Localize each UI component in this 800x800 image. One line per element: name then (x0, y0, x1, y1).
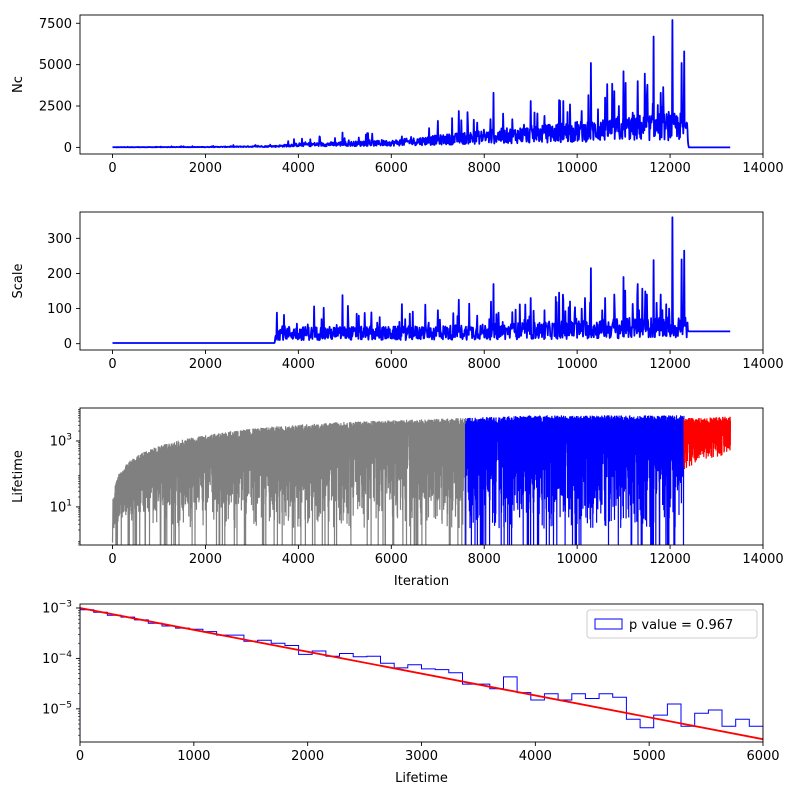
x-tick-label: 12000 (649, 357, 690, 372)
x-tick-label: 5000 (633, 749, 666, 764)
y-tick-label: 0 (64, 141, 72, 156)
y-tick-label: 0 (64, 337, 72, 352)
series-line (111, 417, 467, 545)
x-tick-label: 8000 (468, 552, 501, 567)
x-tick-label: 6000 (375, 357, 408, 372)
x-tick-label: 14000 (742, 357, 783, 372)
x-tick-label: 3000 (405, 749, 438, 764)
x-tick-label: 2000 (291, 749, 324, 764)
x-tick-label: 6000 (746, 749, 779, 764)
axes-frame (79, 603, 764, 743)
x-tick-label: 14000 (742, 552, 783, 567)
axes-frame (79, 211, 764, 351)
y-tick-label: 10−3 (42, 599, 72, 616)
nc-plot-axes: 0 2000 4000 6000 8000 10000 12000 14000 0 2500 500… (11, 14, 784, 176)
y-tick-label: 10−4 (42, 650, 72, 667)
series-line (465, 415, 685, 545)
scale-plot-axes: 0 2000 4000 6000 8000 10000 12000 14000 0 100 200 3… (11, 211, 784, 372)
x-axis-label: Iteration (394, 574, 449, 589)
x-tick-label: 0 (108, 161, 116, 176)
legend-label: p value = 0.967 (629, 618, 733, 633)
fit-line (80, 607, 763, 741)
y-tick-label: 100 (47, 302, 72, 317)
axes-frame (79, 407, 764, 546)
series-line (112, 19, 731, 149)
y-tick-label: 103 (50, 432, 72, 449)
x-tick-label: 0 (108, 357, 116, 372)
x-tick-label: 10000 (556, 161, 597, 176)
y-axis-label: Nc (11, 76, 26, 93)
y-tick-label: 5000 (39, 58, 72, 73)
x-tick-label: 2000 (189, 552, 222, 567)
x-tick-label: 8000 (468, 161, 501, 176)
x-tick-label: 6000 (375, 552, 408, 567)
histogram-plot-axes: p value = 0.967 0 1000 2000 3000 4000 5000 6000… (42, 599, 779, 786)
x-tick-label: 12000 (649, 161, 690, 176)
y-tick-label: 2500 (39, 100, 72, 115)
x-tick-label: 4000 (519, 749, 552, 764)
legend-swatch (594, 618, 623, 630)
x-axis-label: Lifetime (395, 771, 448, 786)
x-tick-label: 10000 (556, 357, 597, 372)
x-tick-label: 1000 (177, 749, 210, 764)
x-tick-label: 6000 (375, 161, 408, 176)
y-tick-label: 10−5 (42, 700, 72, 717)
series-line (112, 216, 731, 344)
y-tick-label: 200 (47, 267, 72, 282)
legend: p value = 0.967 (586, 609, 758, 639)
x-tick-label: 0 (108, 552, 116, 567)
x-tick-label: 0 (76, 749, 84, 764)
x-tick-label: 4000 (282, 552, 315, 567)
x-tick-label: 4000 (282, 161, 315, 176)
y-tick-label: 300 (47, 232, 72, 247)
lifetime-plot-axes: 0 2000 4000 6000 8000 10000 12000 14000 101 103 Li… (11, 407, 784, 589)
axes-frame (79, 14, 764, 155)
x-tick-label: 2000 (189, 357, 222, 372)
series-line (683, 416, 731, 470)
x-tick-label: 14000 (742, 161, 783, 176)
y-axis-label: Lifetime (11, 450, 26, 503)
y-tick-label: 7500 (39, 17, 72, 32)
x-tick-label: 2000 (189, 161, 222, 176)
x-tick-label: 4000 (282, 357, 315, 372)
y-tick-label: 101 (50, 498, 72, 515)
x-tick-label: 8000 (468, 357, 501, 372)
legend-frame (586, 609, 758, 639)
y-axis-label: Scale (11, 264, 26, 299)
x-tick-label: 12000 (649, 552, 690, 567)
x-tick-label: 10000 (556, 552, 597, 567)
